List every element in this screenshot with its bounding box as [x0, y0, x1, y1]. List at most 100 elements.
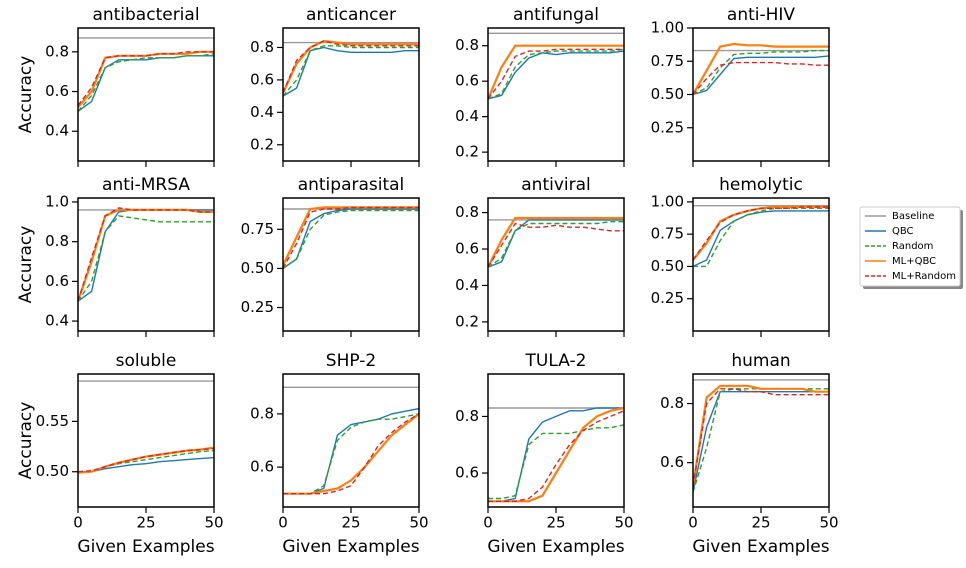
panel-title: anti-MRSA: [102, 175, 190, 195]
y-tick-label: 1.00: [651, 192, 684, 210]
y-tick-label: 0.75: [651, 225, 684, 243]
series-line: [78, 456, 214, 473]
series-line: [283, 208, 419, 269]
x-tick-label: 25: [546, 514, 565, 532]
series-line: [488, 44, 624, 100]
y-tick-label: 0.25: [241, 298, 274, 316]
series-line: [283, 46, 419, 97]
y-tick-label: 0.4: [455, 107, 479, 125]
y-tick-label: 0.8: [455, 36, 479, 54]
legend-label: ML+QBC: [892, 256, 936, 267]
axes-frame: [282, 197, 420, 332]
y-tick-label: 0.6: [660, 453, 684, 471]
series-line: [693, 205, 829, 261]
series-line: [78, 53, 214, 112]
x-tick-label: 0: [278, 514, 288, 532]
panel-title: TULA-2: [525, 351, 587, 371]
y-tick-label: 0.6: [45, 272, 69, 290]
series-line: [693, 207, 829, 268]
x-tick-label: 0: [483, 514, 493, 532]
y-tick-label: 0.4: [45, 122, 69, 140]
y-tick-label: 0.6: [250, 70, 274, 88]
axes-frame: [692, 373, 830, 508]
y-tick-label: 0.8: [45, 232, 69, 250]
y-tick-label: 0.4: [250, 103, 274, 121]
panel-title: soluble: [116, 351, 177, 371]
series-line: [693, 55, 829, 96]
x-tick-label: 0: [688, 514, 698, 532]
y-tick-label: 0.8: [250, 38, 274, 56]
series-line: [488, 222, 624, 268]
y-tick-label: 0.6: [455, 72, 479, 90]
series-line: [78, 207, 214, 302]
y-tick-label: 1.0: [45, 192, 69, 210]
series-line: [78, 51, 214, 106]
panel-title: anti-HIV: [727, 5, 796, 25]
series-line: [693, 388, 829, 493]
series-line: [488, 48, 624, 100]
y-tick-label: 0.8: [455, 203, 479, 221]
x-tick-label: 50: [614, 514, 633, 532]
series-line: [693, 391, 829, 493]
x-tick-label: 25: [751, 514, 770, 532]
y-axis-label: Accuracy: [16, 226, 36, 304]
x-tick-label: 25: [341, 514, 360, 532]
legend-label: QBC: [892, 226, 914, 237]
y-tick-label: 0.8: [660, 394, 684, 412]
panel-title: hemolytic: [719, 175, 803, 195]
y-tick-label: 0.50: [651, 257, 684, 275]
series-line: [693, 61, 829, 95]
legend-label: Baseline: [892, 211, 934, 222]
series-line: [78, 215, 214, 302]
x-axis-label: Given Examples: [692, 537, 829, 557]
panel-title: antiviral: [521, 175, 591, 195]
y-tick-label: 0.4: [455, 276, 479, 294]
panel-title: antiparasital: [298, 175, 405, 195]
y-axis-label: Accuracy: [16, 56, 36, 134]
y-tick-label: 0.55: [36, 412, 69, 430]
series-line: [693, 384, 829, 487]
panel-title: human: [731, 351, 790, 371]
series-line: [283, 40, 419, 94]
x-tick-label: 50: [409, 514, 428, 532]
series-line: [488, 406, 624, 503]
axes-frame: [692, 197, 830, 332]
y-tick-label: 0.75: [241, 220, 274, 238]
panel-title: anticancer: [306, 5, 396, 25]
y-tick-label: 0.2: [455, 143, 479, 161]
series-line: [488, 407, 624, 502]
x-tick-label: 0: [73, 514, 83, 532]
series-line: [488, 410, 624, 502]
series-line: [693, 388, 829, 487]
axes-frame: [487, 373, 625, 508]
legend-label: Random: [892, 241, 933, 252]
x-axis-label: Given Examples: [487, 537, 624, 557]
y-tick-label: 0.8: [45, 42, 69, 60]
x-tick-label: 50: [204, 514, 223, 532]
series-line: [693, 210, 829, 268]
series-line: [283, 206, 419, 266]
axes-frame: [77, 27, 215, 162]
y-tick-label: 0.50: [241, 259, 274, 277]
series-line: [283, 209, 419, 269]
y-tick-label: 0.25: [651, 289, 684, 307]
x-axis-label: Given Examples: [77, 537, 214, 557]
axes-frame: [692, 27, 830, 162]
series-line: [283, 413, 419, 495]
series-line: [78, 449, 214, 473]
x-axis-label: Given Examples: [282, 537, 419, 557]
axes-frame: [282, 373, 420, 508]
series-line: [488, 424, 624, 500]
y-tick-label: 0.2: [250, 135, 274, 153]
series-line: [283, 413, 419, 495]
x-tick-label: 25: [136, 514, 155, 532]
y-tick-label: 1.00: [651, 19, 684, 37]
series-line: [283, 413, 419, 495]
series-line: [283, 45, 419, 97]
y-tick-label: 0.50: [651, 85, 684, 103]
series-line: [693, 42, 829, 96]
y-tick-label: 0.6: [45, 82, 69, 100]
series-line: [488, 48, 624, 100]
